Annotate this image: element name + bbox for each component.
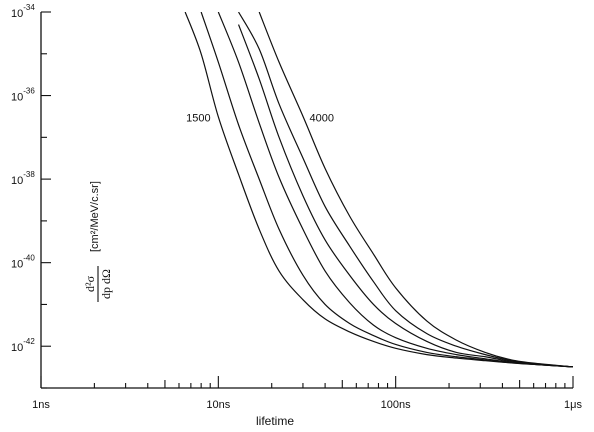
y-tick-base: 10 [11, 8, 23, 20]
y-axis-label: d²σ dp dΩ [cm²/MeV/c.sr] [83, 181, 113, 302]
curve-series-3 [217, 12, 573, 368]
y-tick-exponent: -36 [23, 87, 35, 96]
y-tick-label: 10-34 [11, 3, 35, 20]
y-tick-label: 10-40 [11, 254, 35, 271]
y-tick-label: 10-42 [11, 337, 35, 354]
series-label-1500: 1500 [186, 113, 210, 125]
y-tick-exponent: -42 [23, 337, 35, 346]
y-tick-base: 10 [11, 175, 23, 187]
tick-marks [40, 11, 574, 389]
curve-series-6 [258, 12, 573, 368]
curve-series-5 [238, 12, 573, 368]
x-axis-label: lifetime [256, 414, 294, 428]
y-axis-label-unit: [cm²/MeV/c.sr] [89, 181, 101, 252]
x-tick-label: 100ns [381, 399, 411, 411]
axes [40, 12, 573, 389]
series-label-4000: 4000 [310, 113, 334, 125]
y-axis-label-numerator: d²σ [83, 275, 97, 292]
curve-series-4 [237, 24, 573, 368]
y-tick-label: 10-36 [11, 87, 35, 104]
x-tick-label: 1μs [564, 399, 582, 411]
x-tick-label: 10ns [206, 399, 230, 411]
y-tick-exponent: -40 [23, 254, 35, 263]
y-tick-base: 10 [11, 342, 23, 354]
curve-series-2 [200, 12, 573, 368]
y-tick-label: 10-38 [11, 170, 35, 187]
curve-series-1 [184, 12, 573, 368]
y-tick-base: 10 [11, 259, 23, 271]
y-tick-exponent: -34 [23, 3, 35, 12]
x-tick-label: 1ns [32, 399, 50, 411]
curves [184, 12, 573, 368]
y-tick-exponent: -38 [23, 170, 35, 179]
y-tick-base: 10 [11, 92, 23, 104]
y-axis-label-denominator: dp dΩ [99, 269, 113, 299]
series-annotations: 1500 4000 [186, 113, 334, 125]
